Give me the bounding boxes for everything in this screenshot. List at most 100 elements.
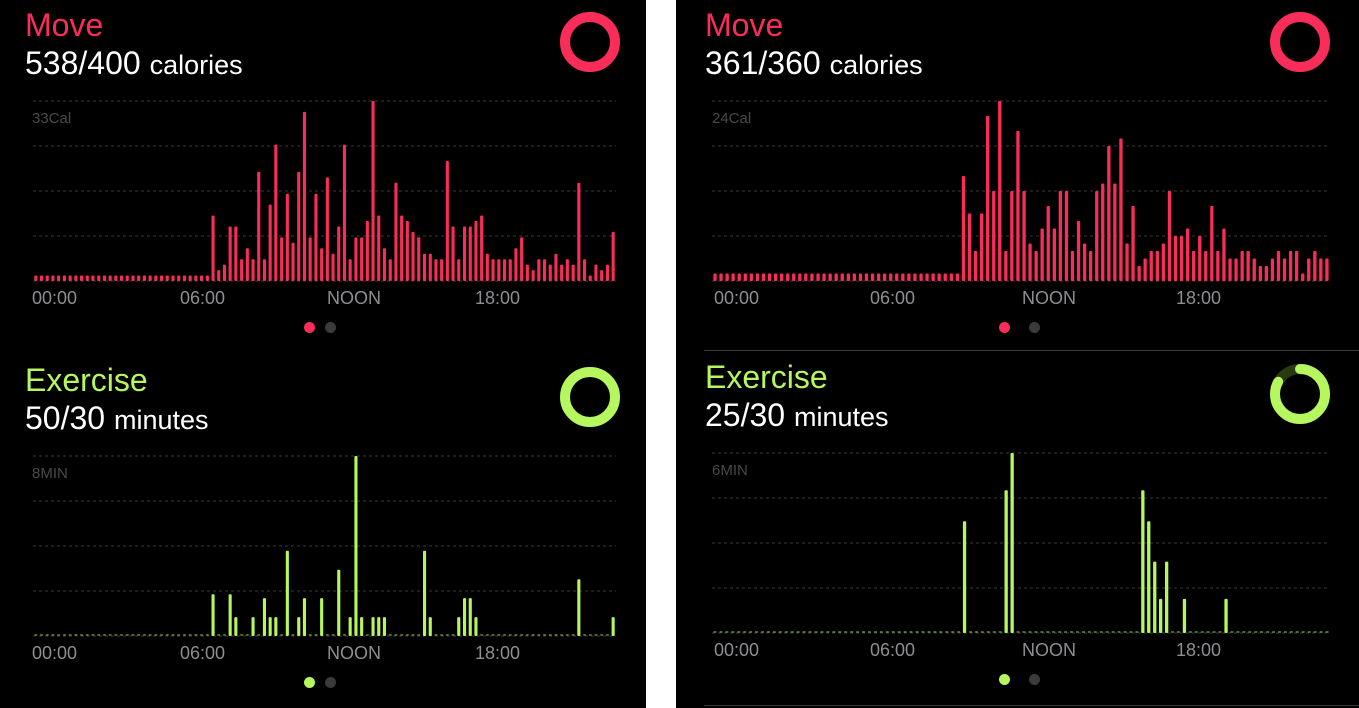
chart-bar: [1099, 631, 1103, 633]
page-dot-active[interactable]: [999, 674, 1010, 685]
chart-bar: [850, 631, 854, 633]
chart-bar: [508, 634, 512, 636]
page-indicator[interactable]: [999, 322, 1040, 334]
chart-bar: [1046, 206, 1050, 281]
chart-bar: [1307, 631, 1311, 633]
chart-bar: [577, 579, 581, 636]
chart-bar: [792, 273, 796, 281]
chart-bar: [1173, 236, 1178, 281]
chart-bar: [1149, 251, 1153, 281]
chart-bar: [767, 273, 772, 281]
chart-bar: [331, 253, 335, 281]
arrow-right-icon: [578, 32, 601, 52]
move-section[interactable]: Move 361/360 calories 24Cal 00:00 06:00 …: [676, 0, 1359, 352]
chart-bar: [1204, 251, 1208, 281]
page-dot-active[interactable]: [304, 677, 315, 688]
activity-screen-right: Move 361/360 calories 24Cal 00:00 06:00 …: [676, 0, 1359, 708]
chart-bar: [737, 631, 741, 633]
move-section[interactable]: Move 538/400 calories 33Cal 00:00 06:00 …: [0, 0, 646, 352]
chart-bar: [974, 631, 979, 633]
move-chart: [33, 100, 616, 282]
chart-bar: [34, 275, 38, 281]
exercise-ring-icon[interactable]: [1268, 362, 1332, 426]
chart-bar: [968, 631, 973, 633]
exercise-scale-label: 6MIN: [712, 462, 748, 479]
chart-bar: [1075, 631, 1080, 633]
chart-bar: [1319, 631, 1323, 633]
page-dot-inactive[interactable]: [325, 677, 336, 688]
chart-bar: [514, 248, 518, 281]
axis-label-1800: 18:00: [475, 288, 521, 308]
move-ring-icon[interactable]: [558, 10, 622, 74]
chart-bar: [1228, 258, 1232, 281]
page-dot-active[interactable]: [304, 322, 315, 333]
chart-bar: [1022, 191, 1026, 281]
page-indicator[interactable]: [999, 674, 1040, 686]
chart-bar: [411, 634, 415, 636]
chart-bar: [508, 259, 512, 281]
chart-bar: [280, 634, 284, 636]
chart-bar: [451, 634, 455, 636]
chart-bar: [1131, 206, 1135, 281]
chart-bar: [1125, 243, 1129, 281]
chart-bar: [491, 634, 495, 636]
chart-bar: [348, 617, 352, 636]
chart-bar: [961, 176, 966, 281]
chart-bar: [980, 213, 984, 281]
exercise-section[interactable]: Exercise 50/30 minutes 8MIN 00:00 06:00 …: [0, 355, 646, 707]
chart-gridlines: [33, 455, 616, 637]
chart-bar: [428, 253, 432, 281]
chart-bar: [463, 598, 467, 636]
chart-bar: [955, 273, 959, 281]
chart-bar: [594, 264, 598, 281]
exercise-ring-icon[interactable]: [558, 365, 622, 429]
chart-bar: [611, 231, 615, 281]
chart-bar: [548, 264, 552, 281]
chart-bar: [40, 275, 44, 281]
chart-bar: [594, 634, 598, 636]
chart-bar: [826, 631, 830, 633]
axis-label-1800: 18:00: [475, 643, 521, 663]
page-dot-inactive[interactable]: [1029, 674, 1040, 685]
chart-bar: [1159, 598, 1163, 633]
move-ring-icon[interactable]: [1268, 10, 1332, 74]
chart-bar: [1283, 631, 1288, 633]
page-dot-inactive[interactable]: [325, 322, 336, 333]
exercise-value: 50/30: [25, 400, 106, 436]
chart-bar: [485, 634, 489, 636]
chart-bar: [1119, 138, 1123, 281]
chart-bar: [778, 631, 782, 633]
chart-bar: [463, 226, 467, 281]
chart-bar: [371, 617, 375, 636]
chart-bar: [171, 275, 175, 281]
chart-bar: [137, 634, 141, 636]
chart-bar: [560, 264, 564, 281]
chart-bar: [1161, 243, 1165, 281]
chart-gridlines: [712, 100, 1330, 282]
axis-label-1800: 18:00: [1176, 288, 1222, 308]
chart-bar: [531, 634, 535, 636]
chart-bar: [45, 634, 49, 636]
chart-bar: [97, 634, 101, 636]
chart-bar: [1034, 251, 1038, 281]
chart-bar: [1289, 631, 1293, 633]
chart-bar: [137, 275, 141, 281]
chart-bar: [1034, 631, 1038, 633]
exercise-section[interactable]: Exercise 25/30 minutes 6MIN 00:00 06:00 …: [676, 352, 1359, 704]
chart-bar: [760, 631, 765, 633]
chart-bar: [780, 273, 784, 281]
page-dot-active[interactable]: [999, 322, 1010, 333]
chart-bar: [1040, 228, 1044, 281]
page-indicator[interactable]: [304, 677, 344, 689]
chart-bar: [423, 550, 427, 636]
chart-bar: [755, 273, 760, 281]
chart-bar: [325, 177, 329, 281]
page-indicator[interactable]: [304, 322, 344, 334]
chart-bar: [194, 275, 198, 281]
chart-bar: [719, 273, 723, 281]
chart-bar: [1105, 631, 1109, 633]
chart-bar: [808, 631, 812, 633]
chart-bar: [525, 264, 529, 281]
chart-bar: [1192, 251, 1196, 281]
page-dot-inactive[interactable]: [1029, 322, 1040, 333]
